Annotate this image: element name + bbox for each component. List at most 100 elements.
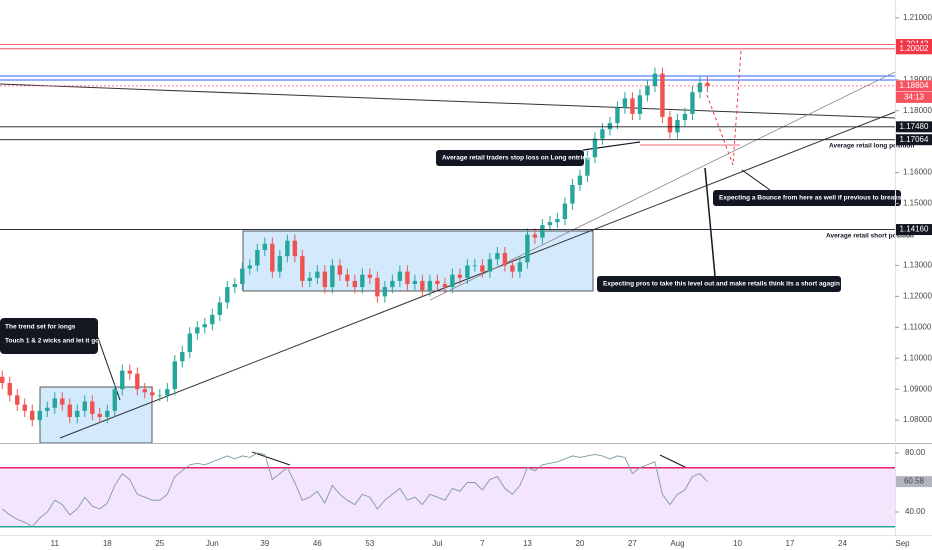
trend-line bbox=[429, 71, 896, 301]
level-note: Average retail long position bbox=[829, 143, 914, 150]
candle-body bbox=[547, 222, 553, 226]
candle-body bbox=[82, 401, 87, 411]
candle-body bbox=[487, 259, 493, 272]
level-label-bg bbox=[896, 134, 932, 146]
candle-body bbox=[705, 82, 710, 87]
candle-body bbox=[525, 234, 530, 263]
candle-body bbox=[247, 265, 253, 269]
callout-text: Touch 1 & 2 wicks and let it go bbox=[5, 338, 99, 345]
candle-body bbox=[555, 219, 560, 223]
candle-body bbox=[127, 370, 132, 374]
candle-body bbox=[412, 280, 418, 284]
candle-body bbox=[420, 280, 425, 291]
candle-body bbox=[232, 283, 238, 288]
level-label: 1.17480 bbox=[900, 122, 929, 131]
candle-body bbox=[540, 225, 545, 238]
x-tick-label: Aug bbox=[670, 539, 684, 548]
candle-body bbox=[22, 404, 27, 411]
candle-body bbox=[30, 410, 35, 421]
candle-body bbox=[480, 265, 485, 272]
candle-body bbox=[630, 98, 635, 114]
candle-body bbox=[697, 82, 703, 93]
candle-body bbox=[322, 271, 328, 288]
callout-box bbox=[436, 150, 584, 166]
y-tick-label: 1.08000 bbox=[903, 415, 932, 424]
candle-body bbox=[180, 352, 185, 362]
callout-text: Expecting a Bounce from here as well if … bbox=[719, 194, 911, 202]
candle-body bbox=[285, 240, 290, 257]
candle-body bbox=[277, 256, 283, 272]
candle-body bbox=[607, 123, 613, 130]
rsi-value-label: 60.58 bbox=[904, 477, 925, 486]
candle-body bbox=[382, 287, 388, 297]
candle-body bbox=[105, 410, 110, 418]
y-tick-label: 80.00 bbox=[905, 448, 926, 457]
candle-body bbox=[375, 277, 380, 297]
candle-body bbox=[637, 95, 643, 114]
candle-body bbox=[262, 243, 268, 250]
x-tick-label: Jun bbox=[206, 539, 219, 548]
x-tick-label: 11 bbox=[51, 539, 60, 548]
candle-body bbox=[7, 382, 12, 396]
y-tick-label: 1.18000 bbox=[903, 106, 932, 115]
callout-box bbox=[0, 318, 98, 354]
projection bbox=[706, 49, 742, 166]
candle-body bbox=[615, 107, 620, 124]
candle-body bbox=[142, 389, 147, 393]
candle-body bbox=[315, 271, 320, 278]
candle-body bbox=[397, 271, 403, 281]
candle-body bbox=[457, 274, 463, 278]
x-tick-label: 39 bbox=[260, 539, 269, 548]
candle-body bbox=[45, 407, 50, 411]
candle-body bbox=[675, 120, 680, 133]
candle-body bbox=[472, 265, 478, 267]
candle-body bbox=[600, 129, 605, 139]
x-tick-label: 27 bbox=[628, 539, 637, 548]
x-tick-label: Jul bbox=[432, 539, 442, 548]
candle-body bbox=[345, 274, 350, 281]
rsi-band bbox=[0, 467, 895, 527]
x-tick-label: 24 bbox=[838, 539, 847, 548]
candle-body bbox=[690, 92, 695, 114]
y-tick-label: 1.13000 bbox=[903, 261, 932, 270]
pointer bbox=[741, 169, 771, 191]
rsi-value-bg bbox=[896, 476, 932, 488]
candle-body bbox=[592, 138, 598, 158]
candle-body bbox=[217, 302, 223, 315]
candle-body bbox=[210, 314, 215, 325]
candle-body bbox=[165, 389, 170, 396]
candle-body bbox=[330, 265, 335, 288]
candle-body bbox=[435, 280, 440, 284]
candle-body bbox=[60, 398, 65, 405]
candle-body bbox=[52, 398, 57, 408]
trend-line bbox=[59, 111, 896, 439]
candle-body bbox=[502, 253, 508, 266]
level-label: 1.14160 bbox=[900, 225, 929, 234]
candle-body bbox=[292, 240, 298, 257]
x-tick-label: 53 bbox=[365, 539, 374, 548]
candle-body bbox=[67, 404, 72, 418]
candle-body bbox=[517, 262, 523, 272]
candle-body bbox=[120, 370, 125, 390]
candle-body bbox=[450, 274, 455, 288]
y-tick-label: 40.00 bbox=[905, 507, 926, 516]
divergence-line bbox=[251, 451, 291, 466]
level-label: 1.17064 bbox=[900, 135, 929, 144]
candle-body bbox=[577, 175, 583, 185]
level-label-bg bbox=[896, 80, 932, 92]
candle-body bbox=[645, 86, 650, 96]
countdown-bg bbox=[896, 91, 932, 103]
y-tick-label: 1.16000 bbox=[903, 168, 932, 177]
candle-body bbox=[225, 287, 230, 303]
candle-body bbox=[585, 157, 590, 176]
candle-body bbox=[195, 327, 200, 334]
callout-text: Average retail traders stop loss on Long… bbox=[442, 155, 590, 162]
candle-body bbox=[337, 265, 343, 275]
callout-box bbox=[597, 276, 841, 292]
candle-body bbox=[360, 274, 365, 288]
drawings bbox=[0, 49, 896, 484]
candle-body bbox=[510, 265, 515, 272]
level-label-bg bbox=[896, 43, 932, 55]
y-tick-label: 1.09000 bbox=[903, 384, 932, 393]
